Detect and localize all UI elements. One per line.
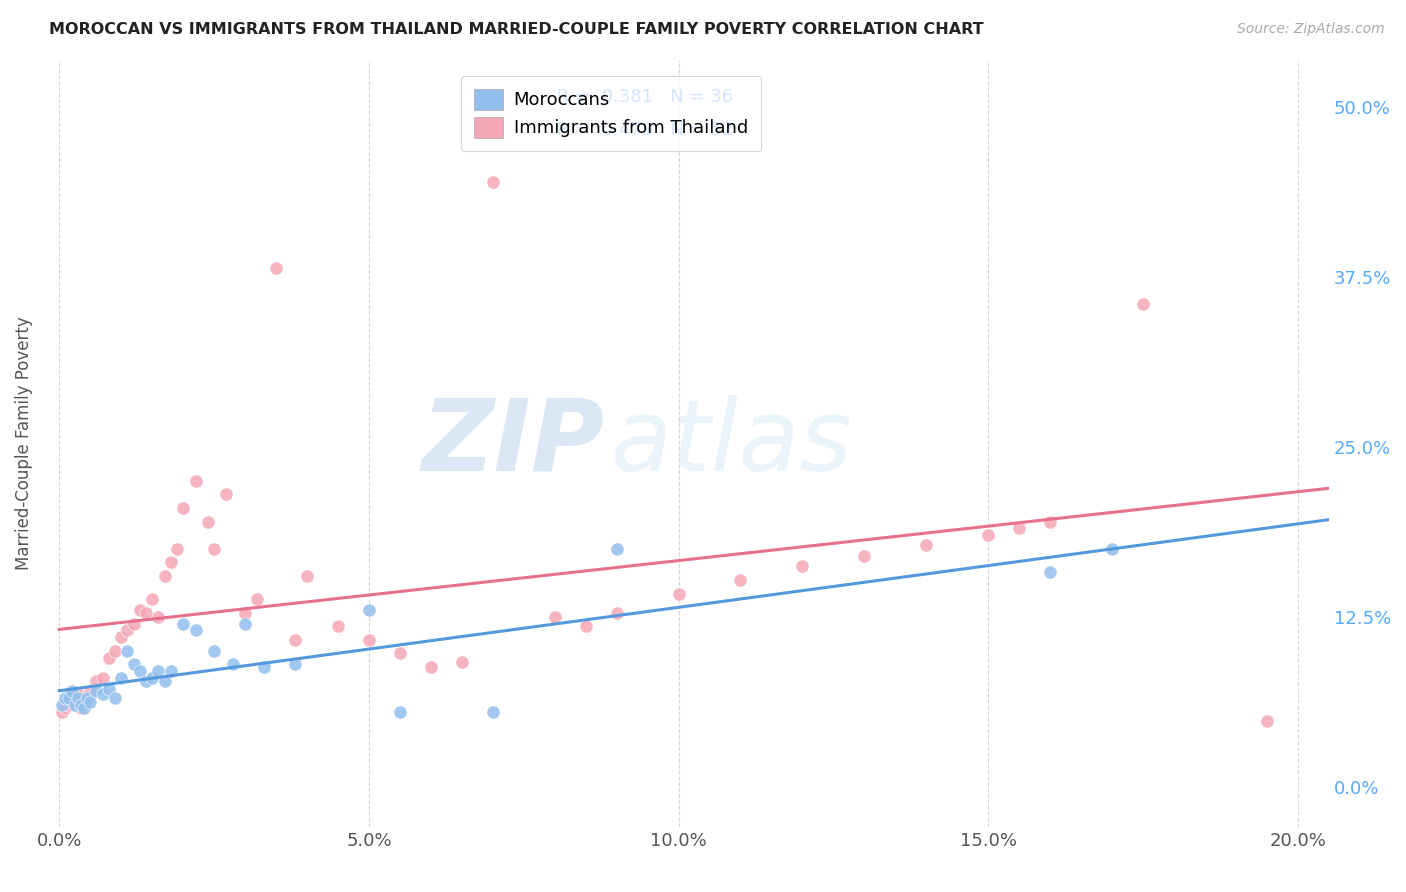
Point	[915, 538, 938, 552]
Point	[110, 671, 132, 685]
Point	[73, 695, 96, 709]
Point	[128, 603, 150, 617]
Point	[253, 660, 276, 674]
Point	[1256, 714, 1278, 729]
Point	[63, 691, 86, 706]
Point	[122, 616, 145, 631]
Point	[159, 555, 181, 569]
Point	[730, 573, 752, 587]
Point	[86, 673, 108, 688]
Point	[148, 664, 170, 678]
Point	[388, 647, 411, 661]
Text: ZIP: ZIP	[422, 395, 605, 492]
Point	[1008, 521, 1031, 535]
Point	[326, 619, 349, 633]
Point	[153, 673, 176, 688]
Point	[606, 541, 628, 556]
Point	[110, 630, 132, 644]
Point	[70, 698, 93, 712]
Point	[184, 624, 207, 638]
Point	[55, 700, 77, 714]
Point	[79, 684, 101, 698]
Point	[172, 501, 194, 516]
Point	[153, 569, 176, 583]
Point	[51, 705, 73, 719]
Text: Source: ZipAtlas.com: Source: ZipAtlas.com	[1237, 22, 1385, 37]
Point	[284, 657, 307, 672]
Point	[575, 619, 598, 633]
Point	[86, 684, 108, 698]
Point	[357, 632, 380, 647]
Point	[284, 632, 307, 647]
Point	[221, 657, 243, 672]
Point	[135, 673, 157, 688]
Point	[148, 609, 170, 624]
Point	[97, 681, 120, 696]
Point	[135, 606, 157, 620]
Text: R =  0.381   N = 36: R = 0.381 N = 36	[557, 88, 733, 106]
Point	[1101, 541, 1123, 556]
Point	[91, 671, 114, 685]
Point	[419, 660, 441, 674]
Point	[1132, 297, 1154, 311]
Point	[141, 671, 163, 685]
Point	[246, 592, 269, 607]
Point	[91, 687, 114, 701]
Point	[73, 700, 96, 714]
Point	[977, 528, 1000, 542]
Point	[79, 695, 101, 709]
Point	[184, 474, 207, 488]
Point	[117, 644, 139, 658]
Point	[481, 705, 503, 719]
Point	[197, 515, 219, 529]
Point	[357, 603, 380, 617]
Point	[388, 705, 411, 719]
Point	[264, 260, 287, 275]
Text: atlas: atlas	[612, 395, 852, 492]
Point	[215, 487, 238, 501]
Point	[606, 606, 628, 620]
Point	[104, 644, 127, 658]
Point	[66, 687, 89, 701]
Point	[141, 592, 163, 607]
Point	[233, 616, 256, 631]
Point	[60, 684, 83, 698]
Point	[668, 587, 690, 601]
Point	[159, 664, 181, 678]
Point	[202, 541, 225, 556]
Point	[122, 657, 145, 672]
Text: R =  0.479   N = 52: R = 0.479 N = 52	[557, 120, 734, 139]
Point	[55, 691, 77, 706]
Point	[544, 609, 567, 624]
Point	[97, 650, 120, 665]
Point	[792, 559, 814, 574]
Text: MOROCCAN VS IMMIGRANTS FROM THAILAND MARRIED-COUPLE FAMILY POVERTY CORRELATION C: MOROCCAN VS IMMIGRANTS FROM THAILAND MAR…	[49, 22, 984, 37]
Y-axis label: Married-Couple Family Poverty: Married-Couple Family Poverty	[15, 317, 32, 570]
Point	[104, 691, 127, 706]
Point	[233, 606, 256, 620]
Point	[1039, 565, 1062, 579]
Point	[58, 691, 80, 706]
Legend: Moroccans, Immigrants from Thailand: Moroccans, Immigrants from Thailand	[461, 77, 761, 151]
Point	[166, 541, 188, 556]
Point	[853, 549, 876, 563]
Point	[117, 624, 139, 638]
Point	[450, 655, 472, 669]
Point	[58, 698, 80, 712]
Point	[481, 175, 503, 189]
Point	[70, 700, 93, 714]
Point	[128, 664, 150, 678]
Point	[60, 695, 83, 709]
Point	[51, 698, 73, 712]
Point	[202, 644, 225, 658]
Point	[66, 691, 89, 706]
Point	[63, 698, 86, 712]
Point	[172, 616, 194, 631]
Point	[295, 569, 318, 583]
Point	[1039, 515, 1062, 529]
Point	[76, 691, 98, 706]
